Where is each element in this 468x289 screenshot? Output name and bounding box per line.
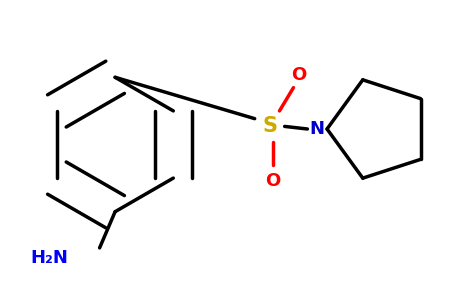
Text: S: S bbox=[263, 116, 278, 136]
Text: H₂N: H₂N bbox=[31, 249, 69, 267]
Text: O: O bbox=[291, 66, 306, 84]
Text: N: N bbox=[309, 120, 324, 138]
Text: O: O bbox=[265, 172, 280, 190]
